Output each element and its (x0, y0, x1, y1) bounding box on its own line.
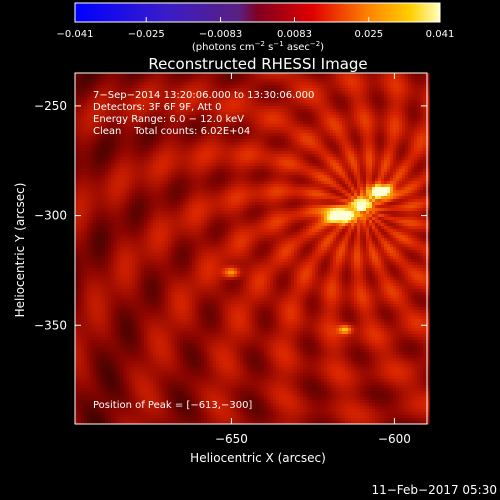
colorbar-tick-label: 0.0083 (277, 29, 312, 40)
colorbar-bar (74, 2, 441, 23)
annotation-block: 7−Sep−2014 13:20:06.000 to 13:30:06.000 … (93, 90, 314, 411)
colorbar-tick-label: 0.041 (426, 29, 455, 40)
y-tick-label: −350 (34, 318, 67, 332)
y-tick-label: −250 (34, 99, 67, 113)
annotation-energy: Energy Range: 6.0 − 12.0 keV (93, 114, 244, 125)
x-axis-label: Heliocentric X (arcsec) (190, 451, 326, 465)
y-axis-label: Heliocentric Y (arcsec) (13, 183, 27, 318)
x-tick-label: −650 (215, 432, 248, 446)
annotation-clean: Clean Total counts: 6.02E+04 (93, 126, 250, 137)
y-tick-label: −300 (34, 209, 67, 223)
chart-title: Reconstructed RHESSI Image (148, 55, 367, 73)
colorbar-tick-label: −0.041 (56, 29, 93, 40)
colorbar: −0.041 −0.025 −0.0083 0.0083 0.025 0.041 (pho… (56, 2, 455, 53)
annotation-time: 7−Sep−2014 13:20:06.000 to 13:30:06.000 (93, 90, 314, 101)
x-tick-label: −600 (378, 432, 411, 446)
colorbar-tick-label: −0.0083 (199, 29, 242, 40)
peak-position-label: Position of Peak = [−613,−300] (93, 400, 252, 411)
colorbar-tick-label: 0.025 (354, 29, 383, 40)
plot-area: −650−600−550−250−300−350 (34, 72, 430, 446)
heatmap-image (75, 73, 430, 425)
footer-timestamp: 11−Feb−2017 05:30 (371, 483, 497, 497)
annotation-detectors: Detectors: 3F 6F 9F, Att 0 (93, 102, 221, 113)
plot-frame (74, 72, 428, 425)
colorbar-units-label: (photons cm−2 s−1 asec−2) (192, 40, 324, 53)
colorbar-tick-label: −0.025 (128, 29, 165, 40)
